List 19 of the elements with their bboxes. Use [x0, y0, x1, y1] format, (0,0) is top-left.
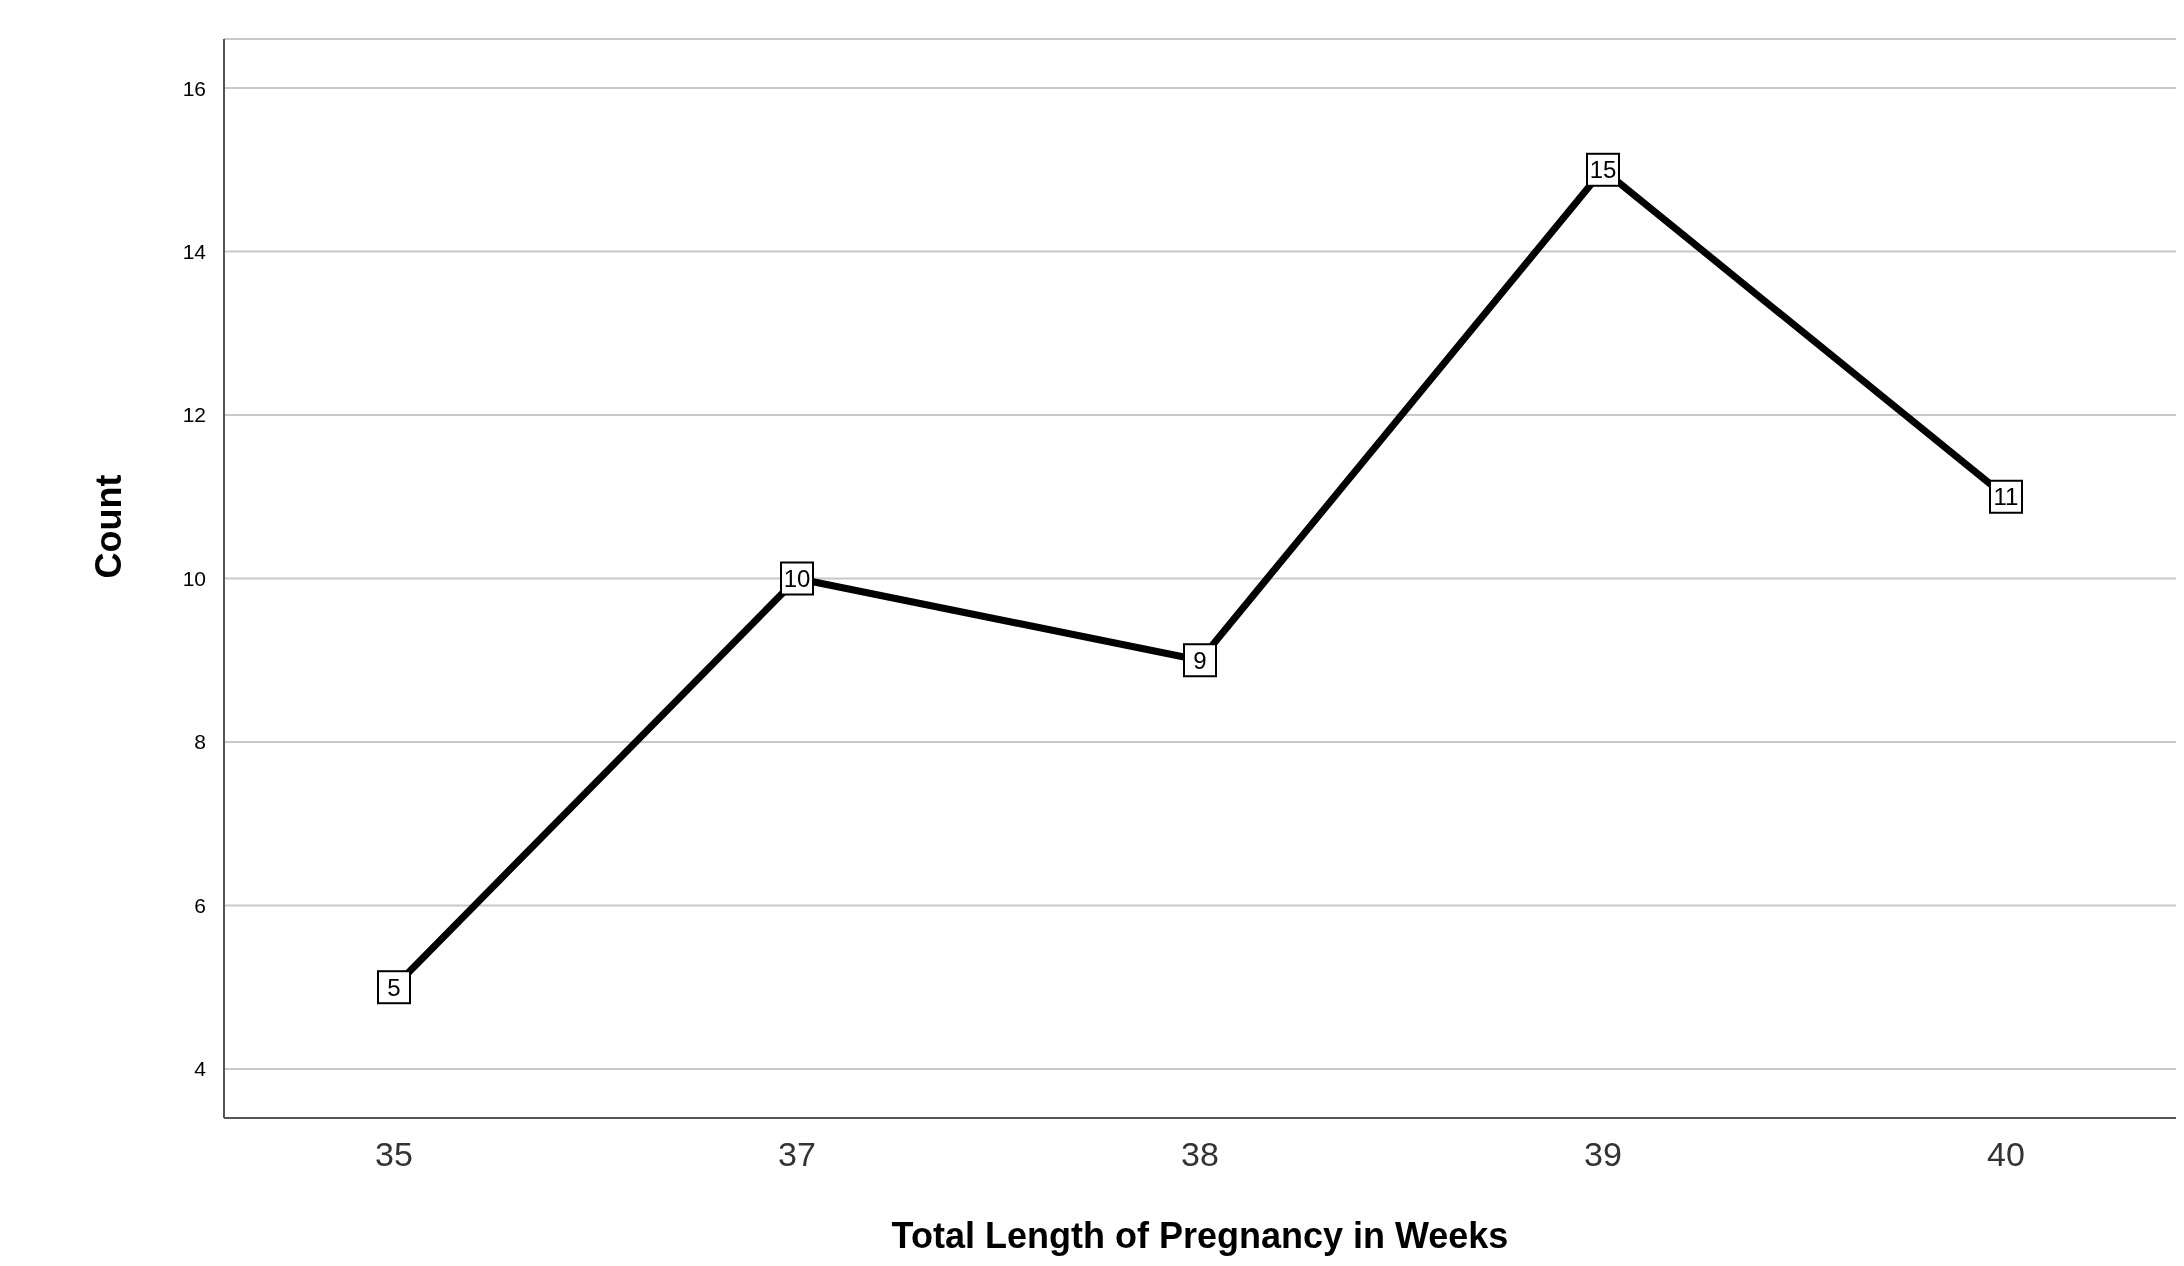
data-label: 10 — [783, 565, 811, 593]
data-label: 15 — [1589, 156, 1617, 184]
data-label: 9 — [1193, 646, 1207, 674]
y-tick-label: 4 — [194, 1057, 207, 1081]
y-axis-title: Count — [87, 474, 129, 579]
x-axis-title: Total Length of Pregnancy in Weeks — [891, 1215, 1509, 1256]
y-tick-label: 8 — [194, 730, 206, 754]
y-tick-label: 12 — [182, 403, 206, 427]
x-tick-label: 40 — [1987, 1135, 2025, 1174]
x-tick-label: 39 — [1584, 1135, 1622, 1174]
y-tick-label: 6 — [194, 893, 206, 917]
data-label: 11 — [1993, 483, 2019, 511]
y-tick-label: 10 — [182, 566, 206, 590]
x-tick-label: 35 — [375, 1135, 413, 1174]
x-tick-label: 37 — [778, 1135, 816, 1174]
y-tick-label: 16 — [182, 76, 206, 100]
y-tick-label: 14 — [182, 239, 207, 263]
data-label: 5 — [387, 973, 401, 1001]
x-tick-label: 38 — [1181, 1135, 1219, 1174]
